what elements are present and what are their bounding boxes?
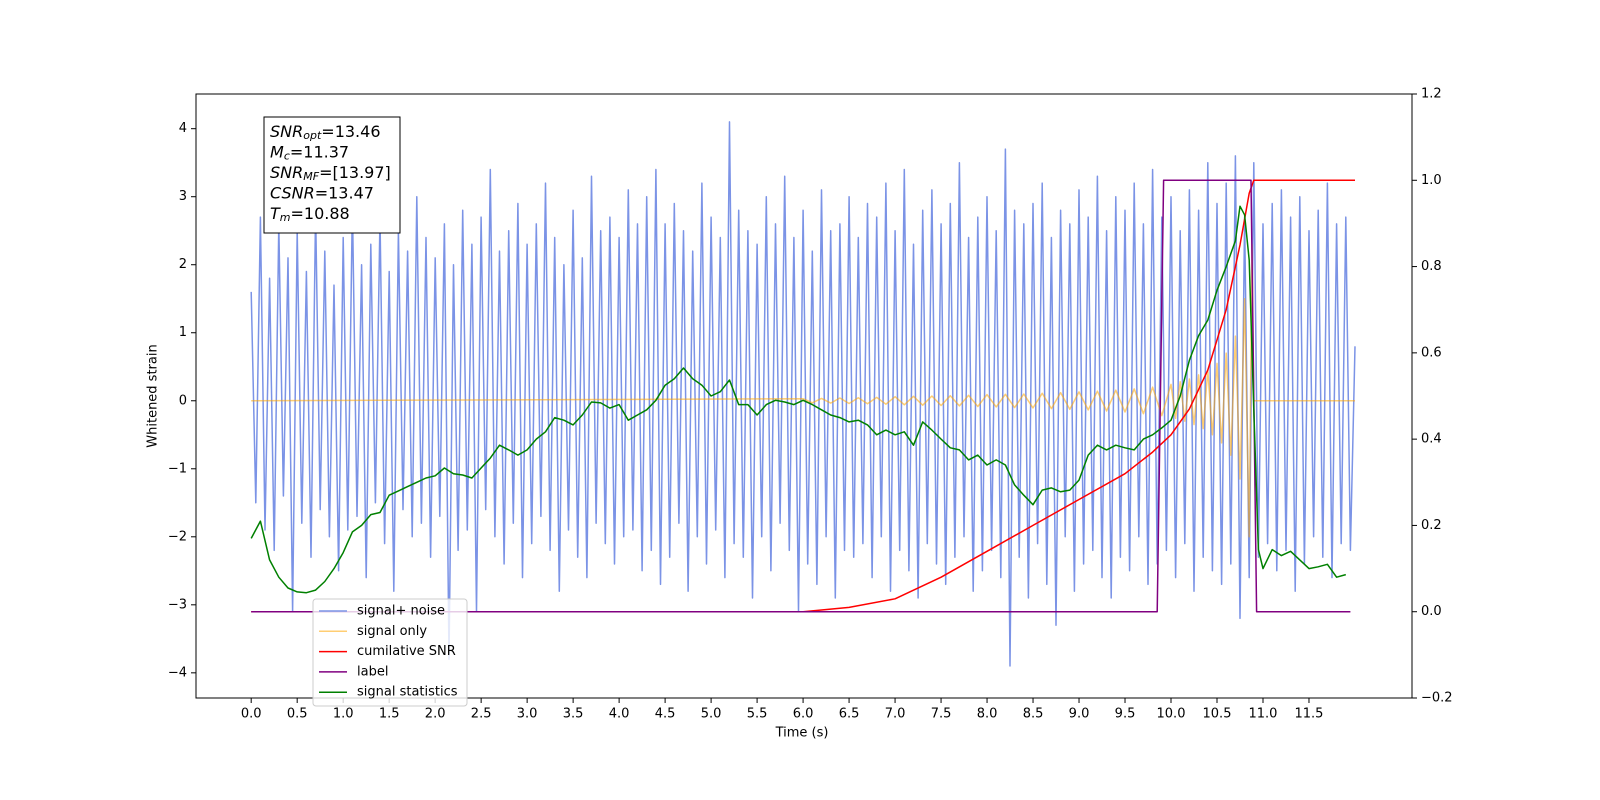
y-tick-label: −1	[168, 461, 187, 476]
x-tick-label: 1.0	[333, 707, 354, 722]
legend-label: signal+ noise	[357, 604, 445, 619]
annotation: SNRopt=13.46	[270, 122, 381, 143]
y2-tick-label: 0.0	[1421, 604, 1442, 619]
x-tick-label: 11.5	[1295, 707, 1324, 722]
x-tick-label: 4.5	[655, 707, 676, 722]
x-tick-label: 7.0	[885, 707, 906, 722]
y2-tick-label: 0.2	[1421, 518, 1442, 533]
legend-label: label	[357, 664, 388, 679]
y-axis-label: Whitened strain	[146, 344, 161, 447]
annotation-subscript: m	[280, 211, 291, 224]
x-tick-label: 8.0	[977, 707, 998, 722]
series-line	[250, 121, 1356, 667]
y2-tick-label: 0.4	[1421, 432, 1442, 447]
y-tick-label: 1	[179, 325, 187, 340]
annotation-symbol: SNR	[270, 163, 303, 182]
legend-label: signal only	[357, 624, 427, 639]
annotation-text: =13.46	[321, 122, 380, 141]
y2-tick-label: 1.2	[1421, 87, 1442, 102]
annotation-symbol: M	[270, 142, 284, 161]
y2-tick-label: 0.8	[1421, 259, 1442, 274]
x-tick-label: 5.5	[747, 707, 768, 722]
y-tick-label: 3	[179, 189, 187, 204]
x-tick-label: 10.5	[1203, 707, 1232, 722]
y-tick-label: −3	[168, 597, 187, 612]
annotation-symbol: SNR	[270, 122, 303, 141]
x-tick-label: 9.0	[1069, 707, 1090, 722]
annotation-subscript: opt	[303, 129, 322, 142]
x-tick-label: 4.0	[609, 707, 630, 722]
y2-tick-label: 1.0	[1421, 173, 1442, 188]
x-tick-label: 7.5	[931, 707, 952, 722]
annotation-box	[263, 116, 401, 234]
x-tick-label: 0.5	[287, 707, 308, 722]
annotation-text: =13.47	[315, 183, 374, 202]
axes-frame	[195, 93, 1413, 699]
series-line	[251, 179, 1351, 613]
x-tick-label: 6.5	[839, 707, 860, 722]
plot-area	[250, 121, 1356, 667]
x-tick-label: 3.5	[563, 707, 584, 722]
legend-label: cumilative SNR	[357, 644, 456, 659]
series-line	[250, 205, 1347, 594]
y-tick-label: −2	[168, 529, 187, 544]
annotation: Tm=10.88	[270, 204, 350, 225]
annotation-subscript: c	[284, 150, 290, 163]
y-tick-label: 2	[179, 257, 187, 272]
x-tick-label: 2.0	[425, 707, 446, 722]
annotation-text: =[13.97]	[319, 163, 391, 182]
y2-tick-label: 0.6	[1421, 345, 1442, 360]
x-tick-label: 0.0	[241, 707, 262, 722]
annotation: CSNR=13.47	[270, 183, 374, 202]
x-tick-label: 6.0	[793, 707, 814, 722]
annotation: SNRMF=[13.97]	[270, 163, 391, 184]
series-line	[251, 243, 1355, 538]
annotation-symbol: T	[270, 204, 281, 223]
legend-box	[312, 598, 468, 707]
x-tick-label: 10.0	[1157, 707, 1186, 722]
annotation-symbol: CSNR	[270, 183, 315, 202]
y2-tick-label: −0.2	[1421, 691, 1453, 706]
x-axis-label: Time (s)	[775, 726, 829, 741]
y-tick-label: 4	[179, 121, 187, 136]
legend: signal+ noise signal only cumilative SNR la…	[312, 598, 468, 707]
y-tick-label: 0	[179, 393, 187, 408]
x-tick-label: 11.0	[1249, 707, 1278, 722]
x-tick-label: 1.5	[379, 707, 400, 722]
x-tick-label: 5.0	[701, 707, 722, 722]
annotation-text: =10.88	[291, 204, 350, 223]
annotation: Mc=11.37	[270, 142, 349, 163]
annotation-subscript: MF	[303, 170, 319, 183]
x-tick-label: 2.5	[471, 707, 492, 722]
x-tick-label: 8.5	[1023, 707, 1044, 722]
x-tick-label: 3.0	[517, 707, 538, 722]
x-tick-label: 9.5	[1115, 707, 1136, 722]
series-line	[251, 179, 1355, 613]
y-tick-label: −4	[168, 665, 187, 680]
legend-label: signal statistics	[357, 685, 458, 700]
annotation-text: =11.37	[290, 142, 349, 161]
